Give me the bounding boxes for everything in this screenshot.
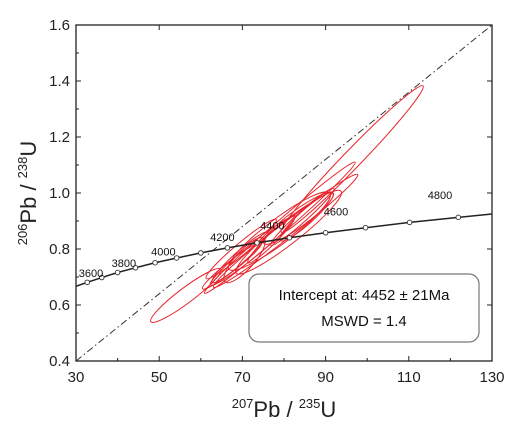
x-tick-label-50: 50 [151,369,168,386]
y-tick-label-0.6: 0.6 [49,297,70,314]
error-ellipse-4 [280,85,424,234]
error-ellipse-12 [211,231,269,284]
age-marker [173,255,180,261]
age-label-4000: 4000 [151,247,175,259]
x-tick-label-30: 30 [68,369,85,386]
age-label-3600: 3600 [79,268,103,280]
error-ellipse-11 [205,218,277,280]
concordia-curve [76,213,492,288]
error-ellipse-8 [270,187,335,246]
age-label-4200: 4200 [210,232,234,244]
age-marker [286,235,293,241]
x-label-numerator-element: Pb [253,397,280,422]
x-tick-label-110: 110 [397,369,421,386]
age-marker [84,279,90,286]
x-label-separator: / [280,397,298,422]
x-tick-label-90: 90 [317,369,334,386]
age-marker [254,240,260,246]
y-axis-label: 206Pb / 238U [15,141,41,246]
age-marker [99,274,105,281]
error-ellipses [150,85,424,323]
age-marker [406,219,413,226]
y-axis-ticks: 0.4 0.6 0.8 1.0 1.2 1.4 1.6 [49,17,492,370]
y-tick-label-1.0: 1.0 [49,185,70,202]
age-marker [322,230,329,236]
age-marker [132,265,139,271]
x-label-numerator-mass: 207 [232,396,254,411]
age-marker [455,214,462,221]
x-label-denominator-element: U [320,397,336,422]
error-ellipse-14 [223,237,266,284]
age-marker [152,259,158,266]
mswd-text: MSWD = 1.4 [321,313,406,330]
y-tick-label-1.4: 1.4 [49,73,70,90]
error-ellipse-15 [247,214,296,264]
age-label-4600: 4600 [324,206,348,218]
age-marker [114,269,121,276]
y-tick-label-0.4: 0.4 [49,353,70,370]
concordia-age-markers [84,214,462,286]
x-axis-label: 207Pb / 235U [232,396,337,422]
discordia-line [76,25,492,361]
y-tick-label-0.8: 0.8 [49,241,70,258]
x-tick-label-70: 70 [234,369,251,386]
error-ellipse-1 [150,268,222,323]
y-label-numerator-mass: 206 [15,224,30,246]
age-label-3800: 3800 [112,258,136,270]
y-label-separator: / [16,178,41,196]
error-ellipse-10 [209,216,296,286]
y-tick-label-1.6: 1.6 [49,17,70,34]
x-label-denominator-mass: 235 [299,396,321,411]
age-marker [362,224,369,231]
age-label-4400: 4400 [260,221,284,233]
age-marker [224,245,231,251]
intercept-annotation-box: Intercept at: 4452 ± 21Ma MSWD = 1.4 [248,273,480,343]
age-marker [198,250,204,256]
y-label-denominator-element: U [16,141,41,157]
annotation-border [248,273,480,343]
y-label-denominator-mass: 238 [15,157,30,179]
intercept-text: Intercept at: 4452 ± 21Ma [279,287,450,304]
concordia-age-labels: 3600 3800 4000 4200 4400 4600 4800 [79,190,453,280]
y-label-numerator-element: Pb [16,197,41,224]
x-axis-ticks: 30 50 70 90 110 130 [68,25,505,386]
plot-lines [76,25,492,361]
y-tick-label-1.2: 1.2 [49,129,70,146]
x-tick-label-130: 130 [479,369,504,386]
age-label-4800: 4800 [428,190,452,202]
